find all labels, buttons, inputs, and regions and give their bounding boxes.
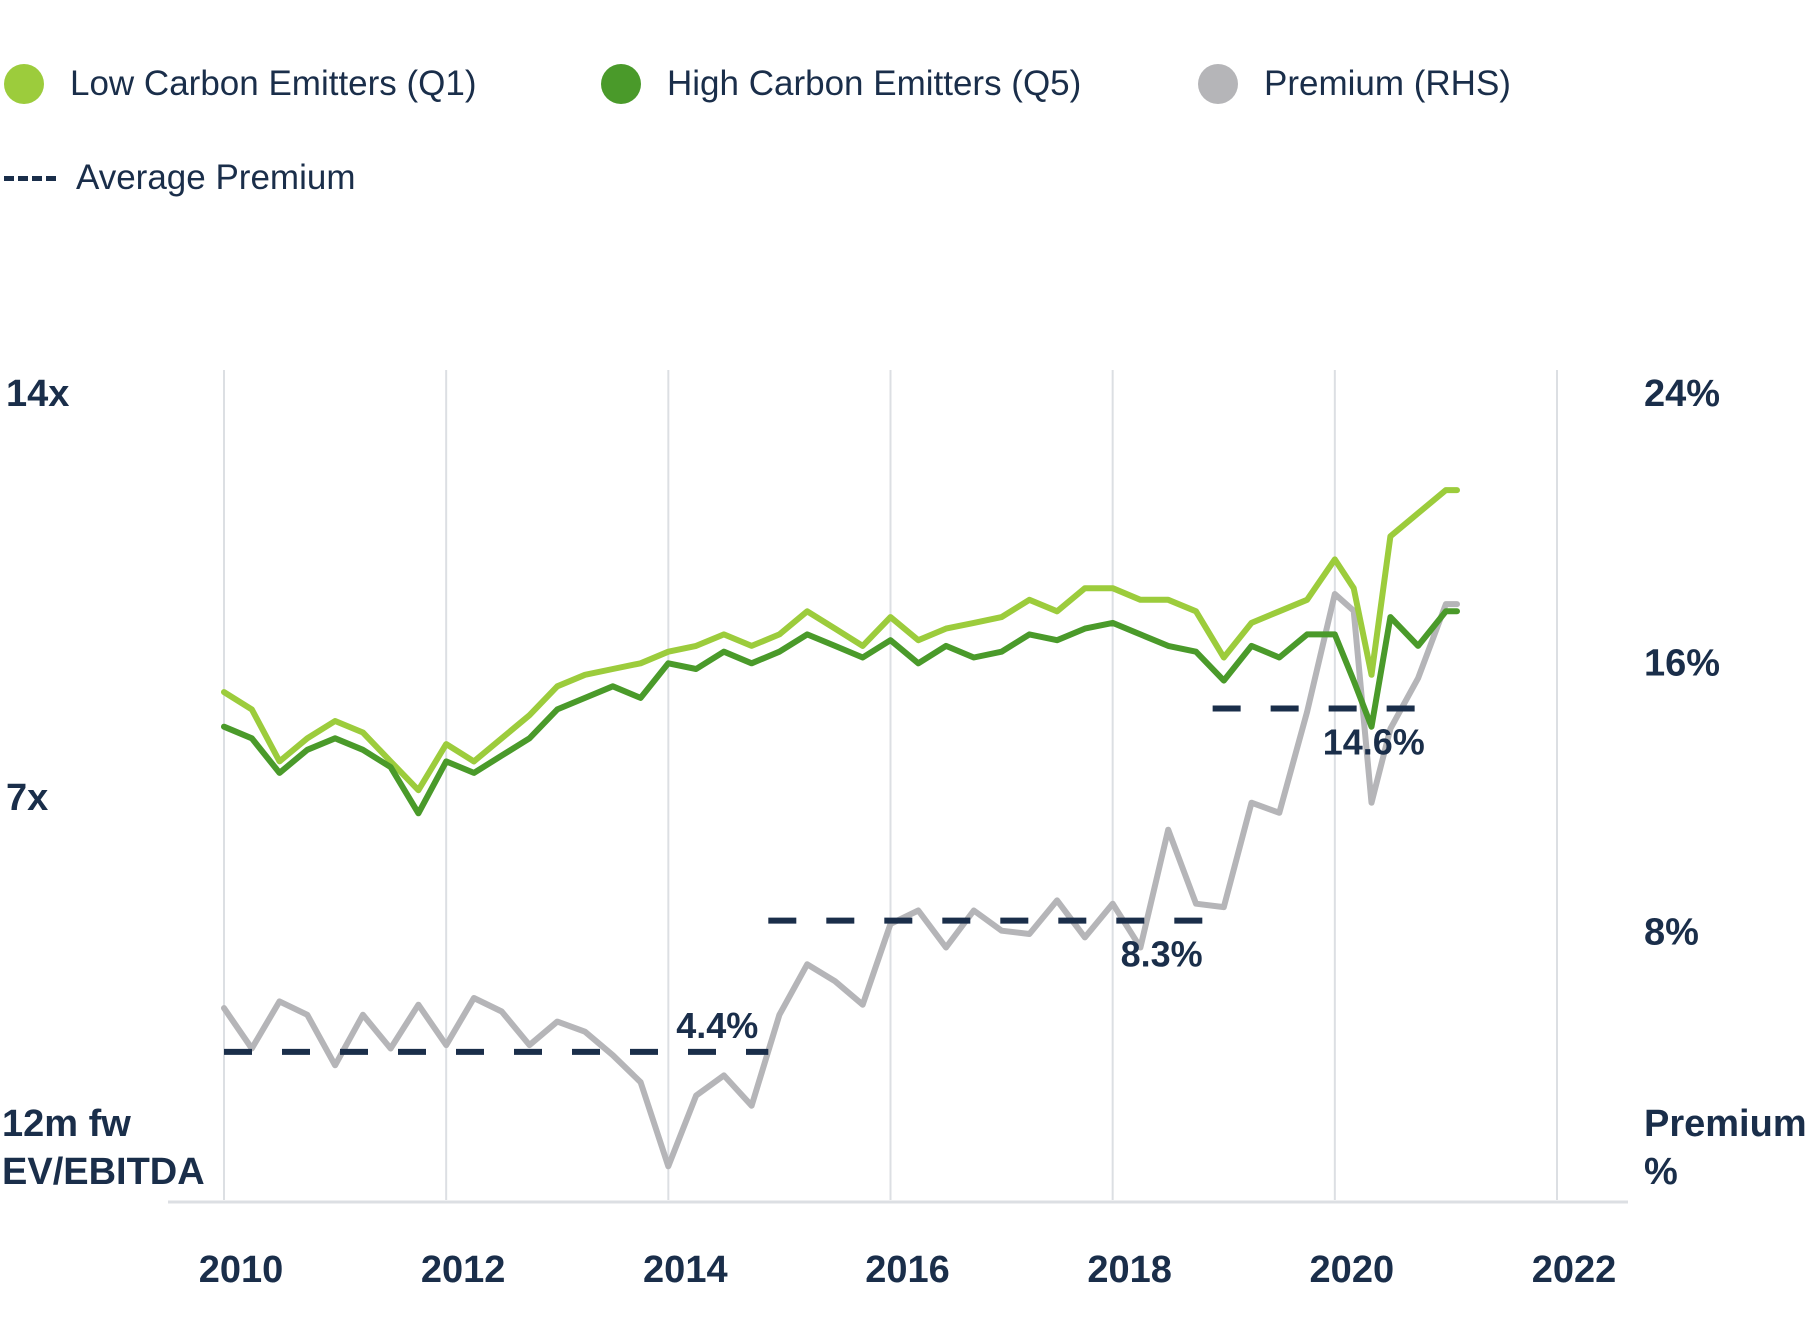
- y2-tick-label-8: 8%: [1644, 912, 1699, 954]
- legend-label-high-carbon: High Carbon Emitters (Q5): [667, 64, 1082, 103]
- legend-label-low-carbon: Low Carbon Emitters (Q1): [70, 64, 477, 103]
- y2-tick-label-24: 24%: [1644, 373, 1720, 415]
- average-premium-label-1: 4.4%: [676, 1005, 758, 1046]
- y-axis-title-line2: EV/EBITDA: [2, 1151, 205, 1193]
- y2-tick-label-16: 16%: [1644, 642, 1720, 684]
- x-tick-label-2020: 2020: [1310, 1249, 1395, 1291]
- average-premium-label-3: 14.6%: [1323, 721, 1425, 762]
- y2-axis-title-line2: %: [1644, 1151, 1678, 1193]
- series-line-low-carbon-emitters-q1: [221, 487, 1460, 794]
- y-tick-label-14x: 14x: [6, 373, 69, 415]
- series-line-premium-rhs: [221, 591, 1460, 1170]
- y-tick-label-7x: 7x: [6, 777, 48, 819]
- legend-item-average-premium: Average Premium: [4, 158, 355, 198]
- legend-label-average-premium: Average Premium: [76, 158, 356, 197]
- legend-item-high-carbon: High Carbon Emitters (Q5): [601, 64, 1081, 104]
- x-tick-label-2012: 2012: [421, 1249, 506, 1291]
- average-premium-label-2: 8.3%: [1121, 934, 1203, 975]
- legend-label-premium: Premium (RHS): [1264, 64, 1511, 103]
- x-tick-label-2014: 2014: [643, 1249, 728, 1291]
- legend-item-low-carbon: Low Carbon Emitters (Q1): [4, 64, 477, 104]
- y2-axis-title-line1: Premium: [1644, 1103, 1807, 1145]
- legend-swatch-average-premium: [4, 175, 56, 181]
- x-tick-label-2010: 2010: [199, 1249, 284, 1291]
- series-line-high-carbon-emitters-q5: [221, 608, 1460, 817]
- x-tick-label-2016: 2016: [865, 1249, 950, 1291]
- x-tick-label-2022: 2022: [1532, 1249, 1617, 1291]
- legend-item-premium: Premium (RHS): [1198, 64, 1511, 104]
- x-tick-label-2018: 2018: [1087, 1249, 1172, 1291]
- legend-swatch-low-carbon: [4, 64, 44, 104]
- legend-swatch-premium: [1198, 64, 1238, 104]
- legend-swatch-high-carbon: [601, 64, 641, 104]
- y-axis-title-line1: 12m fw: [2, 1103, 131, 1145]
